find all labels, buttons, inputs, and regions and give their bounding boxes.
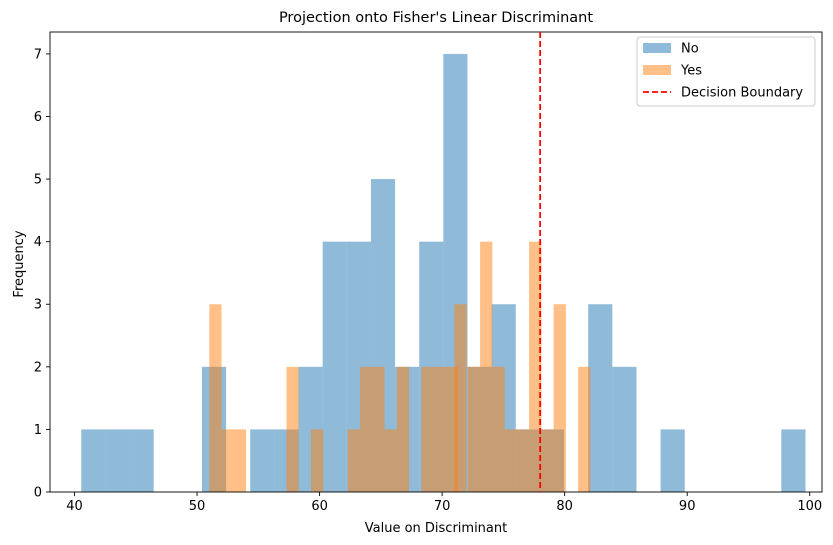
x-axis-label: Value on Discriminant [365,521,507,536]
x-tick-label: 60 [311,499,328,514]
bar-yes-1 [221,429,234,492]
bar-yes-0 [209,304,222,492]
bar-yes-13 [454,304,467,492]
legend-label: Decision Boundary [681,86,803,101]
x-tick-label: 50 [189,499,206,514]
bar-yes-5 [347,429,361,492]
bar-yes-3 [286,366,299,492]
bar-yes-2 [233,429,247,492]
bar-yes-22 [578,366,591,492]
y-tick-label: 7 [34,47,42,62]
series-yes [209,241,591,492]
bar-yes-4 [311,429,324,492]
legend-label: Yes [680,64,702,79]
y-axis-label: Frequency [12,230,27,297]
bar-no-19 [660,429,685,492]
bar-yes-17 [504,429,517,492]
x-tick-label: 90 [679,499,696,514]
bar-no-4 [250,429,275,492]
bar-yes-7 [372,366,385,492]
y-tick-label: 1 [34,423,42,438]
y-tick-label: 6 [34,110,42,125]
bar-no-0 [81,429,106,492]
x-tick-label: 40 [66,499,83,514]
legend-box [636,36,816,107]
legend-swatch-no [643,43,671,53]
y-tick-label: 2 [34,360,42,375]
plot-frame [49,31,823,493]
bars-layer [81,53,806,493]
bar-yes-21 [553,304,566,492]
bar-yes-14 [467,366,481,492]
bar-yes-11 [433,366,446,492]
bar-no-17 [588,304,613,492]
bar-yes-10 [421,366,434,492]
legend-swatch-yes [643,65,671,75]
x-tick-label: 100 [797,499,822,514]
legend: No Yes Decision Boundary [636,36,816,107]
x-tick-label: 80 [556,499,573,514]
y-tick-label: 3 [34,298,42,313]
bar-yes-20 [541,429,554,492]
bar-yes-8 [384,429,397,492]
bar-yes-16 [492,366,505,492]
bar-yes-9 [396,366,410,492]
x-tick-label: 70 [434,499,451,514]
chart-title: Projection onto Fisher's Linear Discrimi… [279,10,593,26]
bar-yes-19 [529,241,542,492]
y-tick-label: 0 [34,486,42,501]
bar-no-2 [129,429,154,492]
axes-layer: 40 50 60 70 80 90 100 0 1 2 3 4 5 6 7 [34,31,823,514]
bar-no-18 [612,366,637,492]
bar-no-20 [781,429,806,492]
legend-label: No [681,42,699,57]
bar-no-7 [322,241,347,492]
bar-no-1 [105,429,130,492]
bar-yes-18 [516,429,530,492]
y-tick-label: 5 [34,173,42,188]
bar-yes-15 [480,241,493,492]
y-tick-label: 4 [34,235,42,250]
bar-yes-6 [360,366,373,492]
